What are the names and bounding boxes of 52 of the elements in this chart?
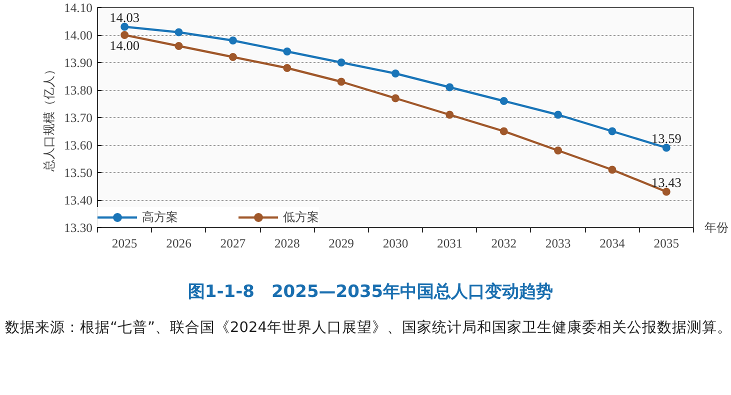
x-axis-title: 年份 [704, 220, 728, 234]
legend-label: 低方案 [283, 208, 319, 226]
x-tick-label: 2032 [491, 236, 517, 250]
x-tick-label: 2029 [328, 236, 354, 250]
point [120, 31, 129, 39]
point [120, 22, 129, 31]
point [500, 127, 508, 136]
data-label: 14.00 [110, 38, 140, 53]
point [283, 48, 292, 56]
y-tick-label: 13.60 [64, 138, 93, 152]
data-label: 13.43 [651, 174, 682, 190]
point [608, 166, 616, 174]
point [228, 36, 237, 44]
y-tick-label: 13.40 [64, 194, 93, 208]
y-tick-label: 13.50 [64, 166, 93, 180]
x-tick-label: 2034 [600, 236, 626, 250]
x-tick-label: 2035 [654, 236, 680, 250]
x-tick-label: 2026 [166, 236, 192, 250]
x-tick-label: 2030 [382, 236, 408, 250]
x-tick-label: 2031 [437, 236, 462, 250]
point [392, 70, 400, 78]
y-tick-label: 13.80 [64, 84, 93, 98]
point [228, 53, 237, 61]
text: 图1-1-8 2025—2035年中国总人口变动趋势 [188, 281, 554, 304]
point [392, 94, 400, 102]
point [554, 146, 562, 154]
point [337, 58, 346, 66]
x-tick-label: 2027 [220, 236, 246, 250]
y-tick-label: 14.00 [64, 28, 93, 42]
point [446, 83, 454, 92]
y-tick-label: 14.10 [64, 1, 93, 15]
y-tick-label: 13.70 [64, 111, 93, 125]
point [283, 64, 292, 72]
point [174, 28, 183, 36]
point [446, 110, 454, 119]
y-axis-title: 总人口规模（亿人） [42, 64, 56, 172]
source-note: 数据来源：根据“七普”、联合国《2024年世界人口展望》、国家统计局和国家卫生健康委相关公报数据测算。 [5, 318, 731, 338]
y-tick-label: 13.90 [64, 56, 93, 70]
point [662, 144, 670, 152]
data-label: 14.03 [110, 10, 140, 25]
x-tick-label: 2028 [274, 236, 300, 250]
point [174, 42, 183, 50]
point [608, 127, 616, 136]
point [500, 97, 508, 105]
point [554, 110, 562, 119]
point [662, 188, 670, 196]
data-label: 13.59 [651, 130, 682, 146]
y-tick-label: 13.30 [64, 221, 93, 235]
legend-label: 高方案 [142, 208, 178, 226]
point [337, 78, 346, 86]
x-tick-label: 2033 [545, 236, 571, 250]
x-tick-label: 2025 [112, 236, 138, 250]
